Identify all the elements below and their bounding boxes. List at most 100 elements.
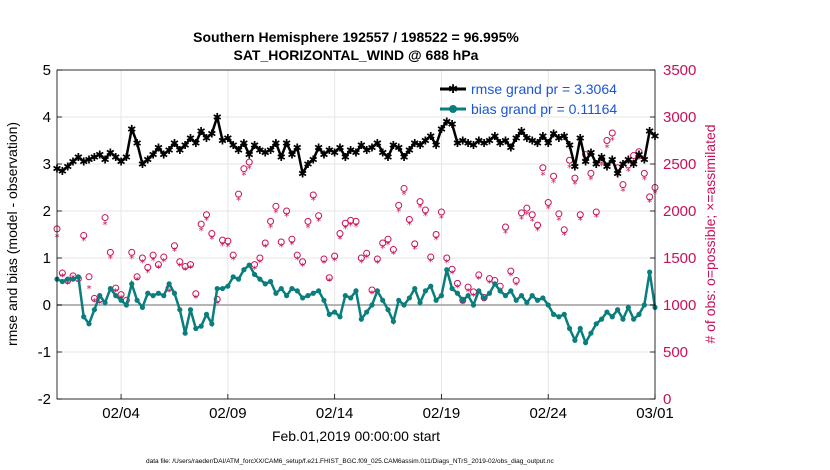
obs-assimilated-marker: * [252, 264, 257, 275]
rmse-point: ✱ [197, 125, 206, 138]
rmse-point: ✱ [581, 156, 590, 169]
obs-assimilated-marker: * [193, 293, 198, 304]
bias-point [588, 330, 594, 336]
rmse-point: ✱ [399, 151, 408, 164]
obs-assimilated-marker: * [295, 255, 300, 266]
bias-point [390, 318, 396, 325]
bias-point [545, 302, 551, 308]
rmse-point: ✱ [554, 132, 563, 145]
obs-assimilated-marker: * [386, 240, 391, 251]
obs-possible-marker [267, 217, 275, 225]
rmse-point: ✱ [367, 142, 376, 155]
rmse-point: ✱ [207, 127, 216, 140]
rmse-point: ✱ [175, 144, 184, 157]
obs-assimilated-marker: * [642, 175, 647, 186]
bias-point [582, 340, 589, 346]
obs-possible-marker [624, 161, 632, 169]
rmse-point: ✱ [464, 137, 473, 150]
bias-point [289, 285, 295, 292]
left-y-tick-label: 0 [43, 297, 51, 314]
bias-point [465, 293, 471, 299]
bias-point [326, 311, 332, 317]
rmse-point: ✱ [544, 137, 553, 150]
rmse-point: ✱ [570, 160, 579, 173]
obs-possible-marker [502, 223, 509, 231]
obs-assimilated-marker: * [305, 223, 310, 234]
obs-possible-marker [192, 290, 200, 298]
bias-point [91, 307, 97, 313]
rmse-point: ✱ [58, 165, 67, 178]
bias-point [470, 302, 477, 308]
obs-possible-marker [411, 240, 419, 248]
rmse-point: ✱ [277, 151, 286, 164]
obs-possible-marker [646, 193, 654, 201]
obs-possible-marker [106, 248, 114, 256]
bias-point [161, 293, 167, 299]
right-y-tick-label: 1500 [663, 250, 696, 267]
obs-assimilated-marker: * [81, 236, 86, 247]
rmse-point: ✱ [549, 127, 558, 140]
obs-assimilated-marker: * [263, 243, 268, 254]
obs-assimilated-marker: * [402, 190, 407, 201]
obs-possible-marker [160, 253, 168, 261]
plot-frame [56, 69, 656, 400]
bias-point [273, 290, 279, 296]
bias-point [486, 290, 493, 296]
rmse-point: ✱ [165, 144, 174, 157]
bias-point [460, 297, 466, 303]
rmse-point: ✱ [501, 135, 510, 148]
bias-point [364, 309, 370, 315]
obs-possible-marker [288, 235, 296, 243]
obs-possible-marker [357, 254, 365, 262]
bias-point [374, 288, 380, 294]
obs-assimilated-marker: * [524, 210, 529, 221]
obs-possible-marker [400, 184, 408, 192]
rmse-point: ✱ [506, 142, 515, 155]
obs-assimilated-marker: * [284, 212, 289, 223]
rmse-point: ✱ [132, 137, 141, 150]
bias-point [492, 281, 498, 287]
rmse-point: ✱ [314, 142, 323, 155]
bias-point [225, 283, 231, 289]
obs-assimilated-marker: * [156, 263, 161, 274]
rmse-point: ✱ [383, 151, 392, 164]
bias-point [198, 323, 204, 329]
rmse-point: ✱ [245, 149, 254, 162]
rmse-point: ✱ [298, 167, 307, 180]
obs-assimilated-marker: * [535, 226, 540, 237]
obs-possible-marker [144, 263, 152, 271]
rmse-point: ✱ [378, 146, 387, 159]
obs-possible-marker [283, 207, 291, 215]
legend-rmse-label: rmse grand pr = 3.3064 [471, 81, 617, 97]
rmse-point: ✱ [586, 146, 595, 159]
bias-point [187, 307, 194, 313]
x-axis-label: Feb.01,2019 00:00:00 start [272, 428, 440, 444]
rmse-point: ✱ [261, 146, 270, 159]
obs-possible-marker [373, 255, 381, 263]
obs-possible-marker [550, 172, 558, 180]
obs-assimilated-marker: * [231, 255, 236, 266]
rmse-point: ✱ [389, 139, 398, 152]
obs-assimilated-marker: * [87, 284, 92, 295]
obs-assimilated-marker: * [370, 289, 375, 300]
bias-point [300, 295, 306, 301]
bias-point [155, 290, 162, 296]
rmse-point: ✱ [218, 135, 227, 148]
rmse-point: ✱ [63, 160, 72, 173]
obs-assimilated-marker: * [450, 269, 455, 280]
bias-point [502, 293, 509, 299]
rmse-line [56, 112, 656, 177]
legend-bias-marker [449, 105, 457, 113]
bias-point [444, 267, 450, 273]
obs-assimilated-marker: * [215, 299, 220, 310]
obs-possible-marker [208, 230, 216, 238]
obs-possible-marker [154, 261, 162, 269]
obs-assimilated-marker: * [177, 262, 182, 273]
rmse-point: ✱ [319, 149, 328, 162]
legend-rmse-marker: ✱ [448, 82, 458, 96]
obs-possible-marker [347, 216, 355, 224]
rmse-point: ✱ [266, 144, 275, 157]
obs-assimilated-marker: * [604, 143, 609, 154]
obs-assimilated-marker: * [620, 186, 625, 197]
bias-point [524, 300, 530, 306]
